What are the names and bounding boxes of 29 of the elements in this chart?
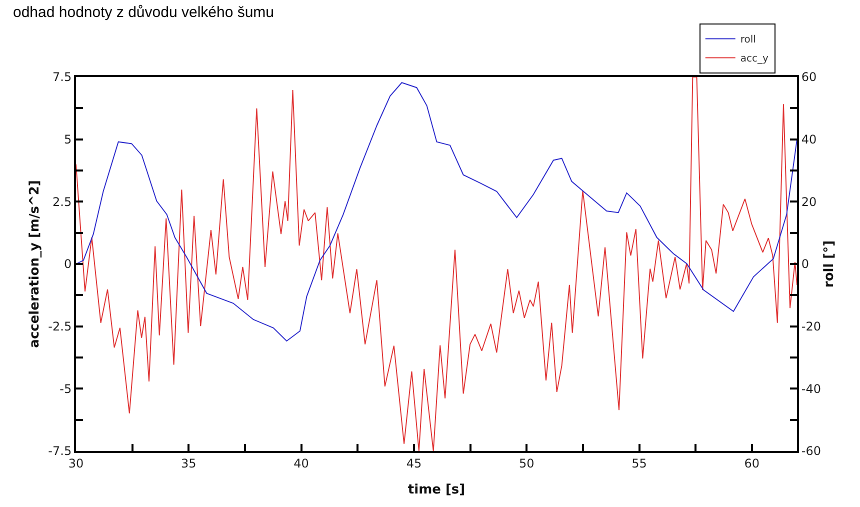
- x-tick-label: 60: [744, 456, 760, 470]
- y-tick-label: -7.5: [48, 444, 72, 458]
- y2-tick-label: -60: [801, 444, 822, 458]
- chart-title: odhad hodnoty z důvodu velkého šumu: [13, 4, 274, 21]
- y-tick-label: 0: [64, 257, 72, 272]
- legend-label: roll: [740, 34, 756, 46]
- y2-tick-label: 60: [801, 70, 817, 84]
- y2-tick-label: -20: [801, 320, 822, 334]
- x-tick-label: 35: [181, 456, 196, 470]
- x-axis-title: time [s]: [408, 482, 466, 498]
- line-series: [76, 82, 797, 342]
- x-tick-label: 50: [518, 456, 534, 470]
- y-tick-label: 2.5: [52, 194, 72, 209]
- y2-tick-label: 0: [801, 257, 810, 272]
- y2-tick-label: -40: [801, 382, 822, 396]
- y-tick-label: -5: [60, 382, 72, 396]
- y-tick-label: -2.5: [48, 320, 72, 334]
- y2-tick-label: 40: [801, 132, 817, 147]
- x-tick-label: 40: [294, 456, 309, 470]
- y2-tick-label: 20: [801, 194, 817, 209]
- x-tick-label: 45: [406, 456, 422, 470]
- y-tick-label: 5: [64, 132, 72, 147]
- legend-label: acc_y: [740, 54, 768, 65]
- x-tick-label: 30: [68, 456, 84, 470]
- y-tick-label: 7.5: [52, 70, 72, 84]
- line-series: [76, 77, 797, 451]
- x-tick-label: 55: [632, 456, 647, 470]
- y-axis-title: acceleration_y [m/s^2]: [28, 180, 43, 348]
- y2-axis-title: roll [°]: [822, 240, 838, 288]
